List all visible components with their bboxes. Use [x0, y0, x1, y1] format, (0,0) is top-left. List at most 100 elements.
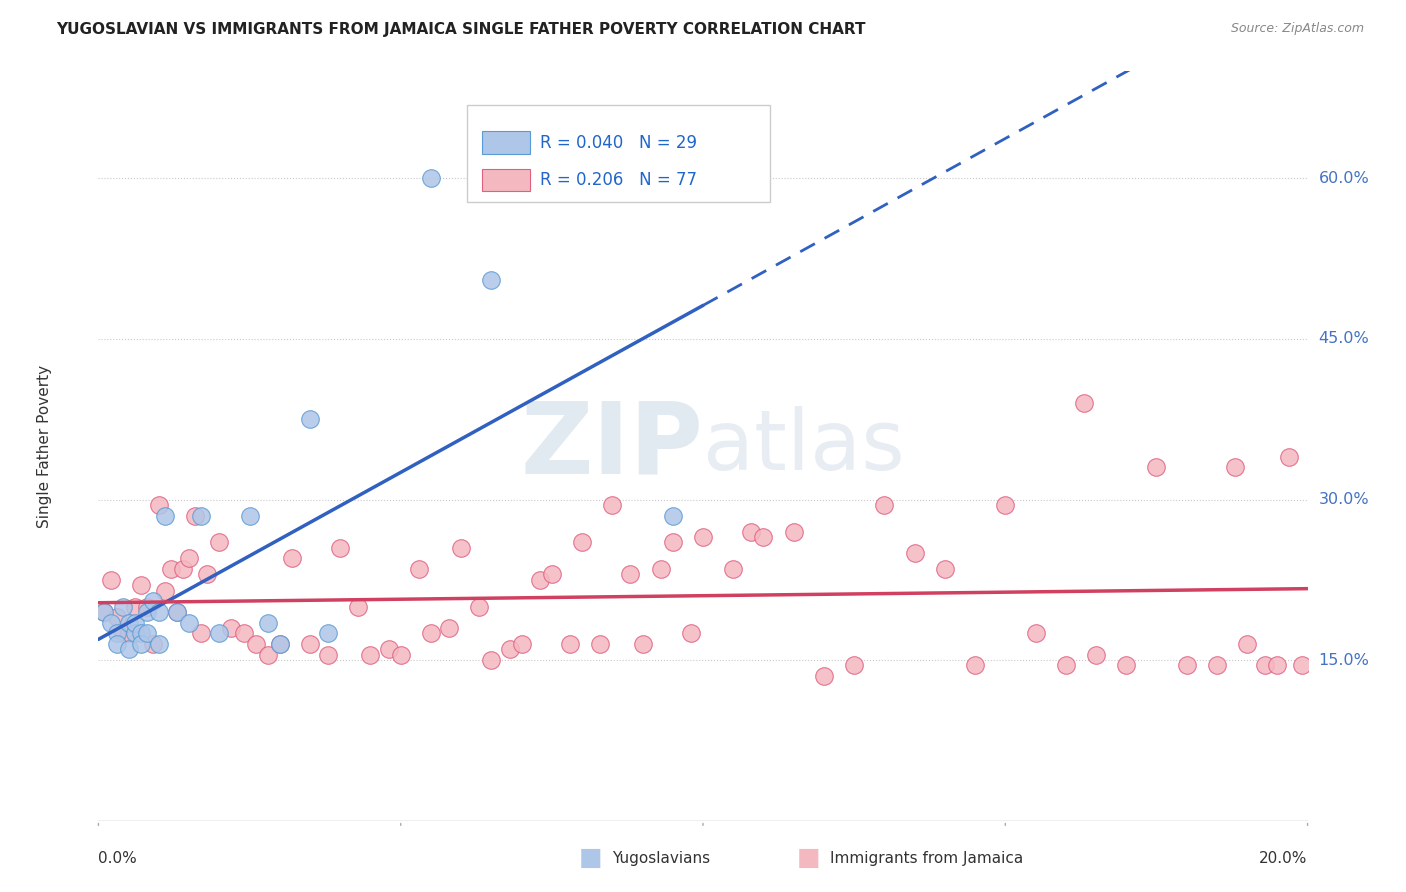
FancyBboxPatch shape	[467, 105, 769, 202]
Point	[239, 508, 262, 523]
Point	[360, 648, 382, 662]
Point	[481, 273, 503, 287]
Point	[661, 508, 683, 523]
Point	[124, 599, 146, 614]
Point	[118, 642, 141, 657]
Point	[783, 524, 806, 539]
Point	[408, 562, 430, 576]
Point	[316, 626, 339, 640]
Point	[420, 626, 443, 640]
Point	[994, 498, 1017, 512]
FancyBboxPatch shape	[482, 131, 530, 153]
Point	[813, 669, 835, 683]
Point	[153, 508, 176, 523]
Text: 15.0%: 15.0%	[1319, 653, 1369, 667]
Point	[498, 642, 520, 657]
Point	[142, 594, 165, 608]
Point	[190, 626, 212, 640]
Point	[450, 541, 472, 555]
Point	[1267, 658, 1289, 673]
FancyBboxPatch shape	[482, 169, 530, 191]
Point	[111, 626, 134, 640]
Point	[661, 535, 683, 549]
Text: ZIP: ZIP	[520, 398, 703, 494]
Point	[160, 562, 183, 576]
Point	[124, 626, 146, 640]
Point	[118, 626, 141, 640]
Text: Immigrants from Jamaica: Immigrants from Jamaica	[830, 851, 1022, 865]
Point	[1175, 658, 1198, 673]
Point	[105, 637, 128, 651]
Point	[281, 551, 304, 566]
Point	[329, 541, 352, 555]
Point	[93, 605, 115, 619]
Text: Yugoslavians: Yugoslavians	[612, 851, 710, 865]
Point	[166, 605, 188, 619]
Point	[1073, 396, 1095, 410]
Point	[1254, 658, 1277, 673]
Text: Single Father Poverty: Single Father Poverty	[37, 365, 52, 527]
Point	[256, 615, 278, 630]
Point	[172, 562, 194, 576]
Text: 60.0%: 60.0%	[1319, 171, 1369, 186]
Point	[316, 648, 339, 662]
Point	[129, 578, 152, 592]
Point	[184, 508, 207, 523]
Point	[129, 626, 152, 640]
Point	[1278, 450, 1301, 464]
Point	[965, 658, 987, 673]
Text: ■: ■	[797, 847, 820, 870]
Point	[166, 605, 188, 619]
Point	[540, 567, 562, 582]
Point	[100, 615, 122, 630]
Point	[437, 621, 460, 635]
Text: atlas: atlas	[703, 406, 904, 486]
Point	[269, 637, 291, 651]
Point	[740, 524, 762, 539]
Point	[105, 626, 128, 640]
Point	[481, 653, 503, 667]
Point	[179, 615, 201, 630]
Point	[844, 658, 866, 673]
Point	[208, 535, 231, 549]
Point	[221, 621, 243, 635]
Text: Source: ZipAtlas.com: Source: ZipAtlas.com	[1230, 22, 1364, 36]
Point	[589, 637, 612, 651]
Point	[135, 605, 157, 619]
Point	[1144, 460, 1167, 475]
Text: YUGOSLAVIAN VS IMMIGRANTS FROM JAMAICA SINGLE FATHER POVERTY CORRELATION CHART: YUGOSLAVIAN VS IMMIGRANTS FROM JAMAICA S…	[56, 22, 866, 37]
Point	[650, 562, 672, 576]
Point	[142, 637, 165, 651]
Point	[934, 562, 956, 576]
Point	[377, 642, 399, 657]
Text: ■: ■	[579, 847, 602, 870]
Point	[468, 599, 491, 614]
Point	[1024, 626, 1046, 640]
Point	[129, 637, 152, 651]
Point	[1054, 658, 1077, 673]
Point	[529, 573, 551, 587]
Point	[299, 637, 322, 651]
Point	[179, 551, 201, 566]
Point	[269, 637, 291, 651]
Point	[752, 530, 775, 544]
Text: 30.0%: 30.0%	[1319, 492, 1369, 507]
Point	[692, 530, 714, 544]
Point	[873, 498, 896, 512]
Point	[1223, 460, 1246, 475]
Point	[245, 637, 267, 651]
Point	[1291, 658, 1313, 673]
Point	[195, 567, 218, 582]
Point	[118, 615, 141, 630]
Point	[148, 498, 170, 512]
Point	[100, 573, 122, 587]
Point	[135, 599, 157, 614]
Text: R = 0.040   N = 29: R = 0.040 N = 29	[540, 134, 697, 152]
Point	[153, 583, 176, 598]
Point	[1236, 637, 1258, 651]
Point	[208, 626, 231, 640]
Point	[124, 615, 146, 630]
Point	[148, 605, 170, 619]
Point	[723, 562, 745, 576]
Point	[105, 610, 128, 624]
